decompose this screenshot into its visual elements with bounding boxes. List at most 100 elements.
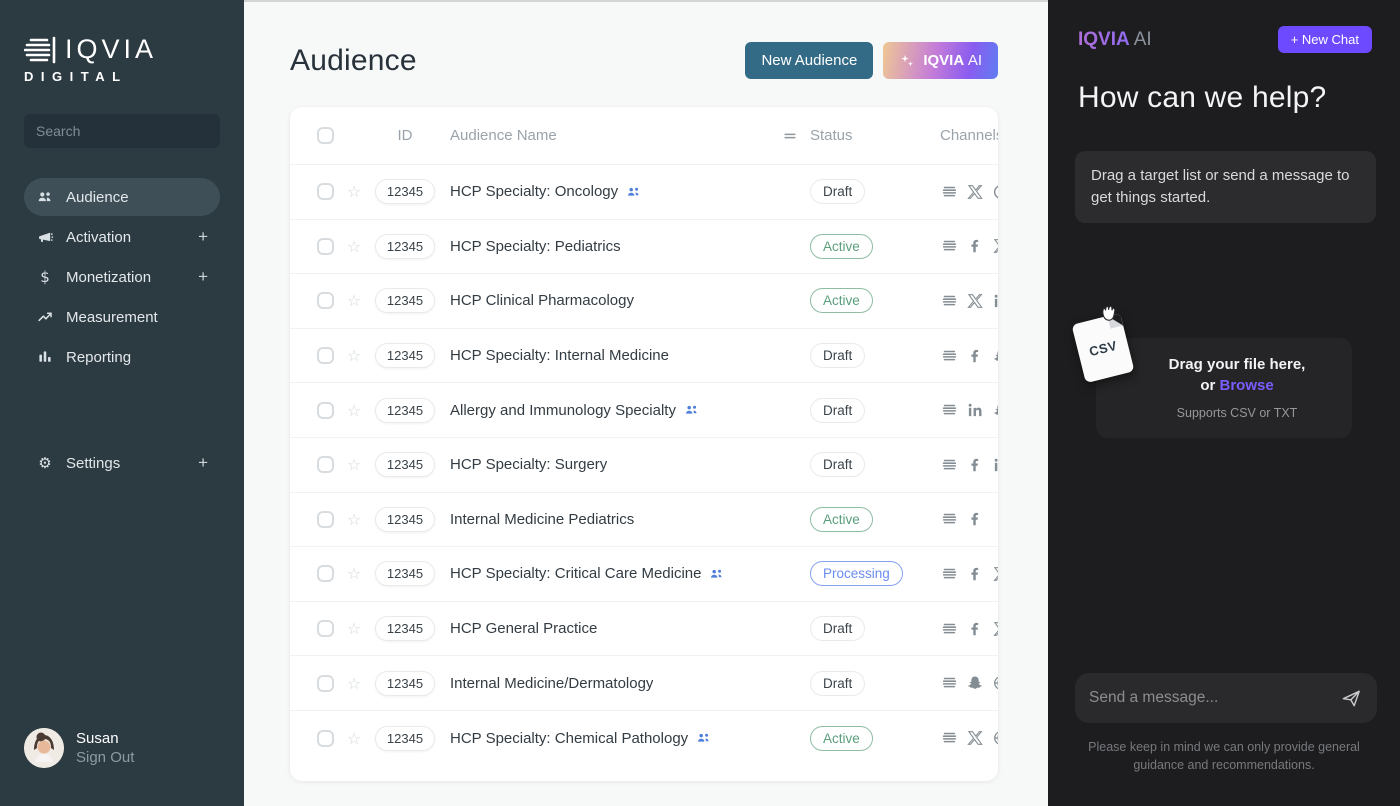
feed-icon [940, 620, 958, 638]
row-checkbox[interactable] [317, 237, 334, 255]
favorite-star-icon[interactable]: ☆ [346, 400, 362, 420]
channels-cell [940, 565, 998, 583]
audience-table-card: ID Audience Name Status Channels ☆ 12345… [290, 107, 998, 781]
table-row[interactable]: ☆ 12345 HCP Specialty: Pediatrics Active [290, 219, 998, 275]
table-row[interactable]: ☆ 12345 HCP Specialty: Internal Medicine… [290, 328, 998, 384]
expand-plus-icon[interactable]: + [198, 227, 208, 246]
feed-icon [940, 347, 958, 365]
audience-name: HCP Specialty: Surgery [450, 456, 608, 474]
row-checkbox[interactable] [317, 292, 334, 310]
sidebar-item-reporting[interactable]: Reporting [24, 338, 220, 376]
sidebar-item-label: Audience [66, 188, 129, 206]
new-audience-button[interactable]: New Audience [745, 42, 874, 79]
sign-out-link[interactable]: Sign Out [76, 749, 135, 766]
column-header-channels: Channels [940, 127, 998, 144]
row-checkbox[interactable] [317, 347, 334, 365]
csv-file-icon: CSV [1071, 305, 1136, 384]
facebook-icon [966, 565, 984, 583]
clock-icon [992, 183, 998, 201]
favorite-star-icon[interactable]: ☆ [346, 182, 362, 202]
table-row[interactable]: ☆ 12345 Internal Medicine Pediatrics Act… [290, 492, 998, 548]
sidebar-item-settings[interactable]: ⚙ Settings + [24, 444, 220, 482]
table-row[interactable]: ☆ 12345 HCP Clinical Pharmacology Active [290, 274, 998, 329]
feed-icon [940, 674, 958, 692]
audience-name: HCP Clinical Pharmacology [450, 292, 634, 310]
row-checkbox[interactable] [317, 565, 334, 583]
table-row[interactable]: ☆ 12345 Internal Medicine/Dermatology Dr… [290, 656, 998, 711]
x-icon [966, 729, 984, 747]
row-checkbox[interactable] [317, 729, 334, 747]
expand-plus-icon[interactable]: + [198, 453, 208, 472]
favorite-star-icon[interactable]: ☆ [346, 673, 362, 693]
browse-link[interactable]: Browse [1219, 377, 1274, 394]
page-title: Audience [290, 43, 417, 77]
favorite-star-icon[interactable]: ☆ [346, 346, 362, 366]
favorite-star-icon[interactable]: ☆ [346, 728, 362, 748]
favorite-star-icon[interactable]: ☆ [346, 291, 362, 311]
facebook-icon [966, 237, 984, 255]
x-icon [992, 237, 998, 255]
sidebar-item-activation[interactable]: Activation + [24, 218, 220, 256]
file-dropzone[interactable]: CSV Drag your file here, or Browse Suppo… [1071, 305, 1352, 438]
status-badge: Draft [810, 179, 866, 205]
message-input[interactable] [1089, 689, 1330, 707]
new-chat-button[interactable]: + New Chat [1277, 26, 1372, 53]
table-body: ☆ 12345 HCP Specialty: Oncology Draft ☆ … [290, 165, 998, 766]
row-id-badge: 12345 [374, 233, 436, 259]
send-button[interactable] [1340, 687, 1363, 710]
row-checkbox[interactable] [317, 183, 334, 201]
filter-icon[interactable] [772, 128, 808, 144]
linkedin-icon [966, 401, 984, 419]
table-row[interactable]: ☆ 12345 Allergy and Immunology Specialty… [290, 383, 998, 438]
table-row[interactable]: ☆ 12345 HCP General Practice Draft [290, 601, 998, 657]
expand-plus-icon[interactable]: + [198, 267, 208, 286]
status-badge: Processing [810, 561, 903, 587]
table-row[interactable]: ☆ 12345 HCP Specialty: Critical Care Med… [290, 547, 998, 602]
sidebar-item-label: Measurement [66, 308, 158, 326]
favorite-star-icon[interactable]: ☆ [346, 509, 362, 529]
sidebar-item-label: Settings [66, 454, 121, 472]
status-badge: Draft [810, 616, 866, 642]
feed-icon [940, 401, 958, 419]
channels-cell [940, 729, 998, 747]
status-badge: Draft [810, 670, 866, 696]
audience-name: HCP Specialty: Oncology [450, 183, 619, 201]
snapchat-icon [966, 674, 984, 692]
iqvia-ai-button[interactable]: IQVIA AI [883, 42, 998, 79]
row-checkbox[interactable] [317, 510, 334, 528]
search-input[interactable] [24, 114, 220, 148]
globe-icon [992, 674, 998, 692]
favorite-star-icon[interactable]: ☆ [346, 619, 362, 639]
sidebar-item-audience[interactable]: Audience [24, 178, 220, 216]
audience-name: Internal Medicine Pediatrics [450, 510, 635, 528]
brand-logo: IQVIA DIGITAL [0, 0, 244, 84]
sidebar: IQVIA DIGITAL Audience Activation + $ Mo… [0, 0, 244, 806]
favorite-star-icon[interactable]: ☆ [346, 455, 362, 475]
row-id-badge: 12345 [374, 561, 436, 587]
table-row[interactable]: ☆ 12345 HCP Specialty: Oncology Draft [290, 165, 998, 220]
row-checkbox[interactable] [317, 401, 334, 419]
ai-disclaimer: Please keep in mind we can only provide … [1088, 739, 1360, 773]
hand-cursor-icon [1096, 300, 1123, 328]
dropzone-line2: or Browse [1200, 377, 1274, 394]
table-row[interactable]: ☆ 12345 HCP Specialty: Chemical Patholog… [290, 710, 998, 766]
channels-cell [940, 347, 998, 365]
table-row[interactable]: ☆ 12345 HCP Specialty: Surgery Draft [290, 437, 998, 493]
audience-name: Allergy and Immunology Specialty [450, 401, 676, 419]
row-id-badge: 12345 [374, 288, 436, 314]
row-id-badge: 12345 [374, 343, 436, 369]
sidebar-item-monetization[interactable]: $ Monetization + [24, 258, 220, 296]
dropzone-supports: Supports CSV or TXT [1176, 406, 1298, 420]
row-checkbox[interactable] [317, 674, 334, 692]
avatar[interactable] [24, 728, 64, 768]
favorite-star-icon[interactable]: ☆ [346, 564, 362, 584]
sidebar-nav: Audience Activation + $ Monetization + M… [0, 178, 244, 482]
dropzone-line1: Drag your file here, [1168, 356, 1306, 373]
sidebar-item-measurement[interactable]: Measurement [24, 298, 220, 336]
x-icon [966, 292, 984, 310]
row-checkbox[interactable] [317, 456, 334, 474]
audience-name: HCP General Practice [450, 620, 598, 638]
select-all-checkbox[interactable] [317, 127, 334, 144]
favorite-star-icon[interactable]: ☆ [346, 236, 362, 256]
row-checkbox[interactable] [317, 620, 334, 638]
